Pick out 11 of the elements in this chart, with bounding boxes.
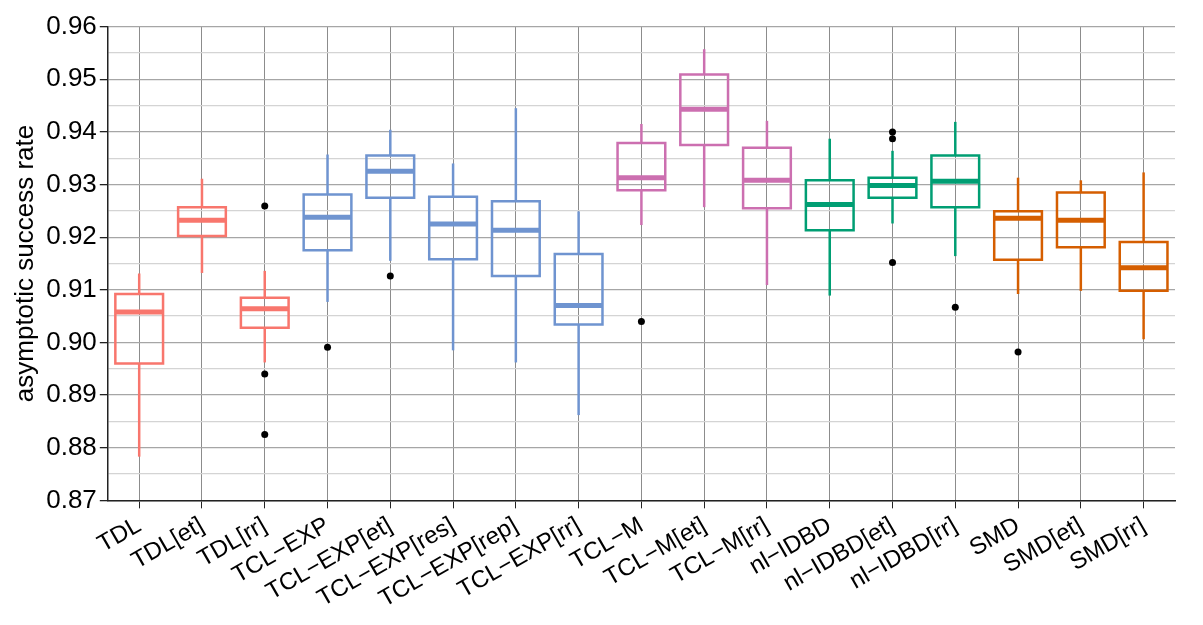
y-tick-label: 0.90: [46, 325, 97, 356]
y-tick-label: 0.95: [46, 62, 97, 93]
y-tick-label: 0.93: [46, 167, 97, 198]
y-tick-label: 0.88: [46, 430, 97, 461]
y-tick-label: 0.92: [46, 220, 97, 251]
y-tick-label: 0.91: [46, 272, 97, 303]
y-tick-label: 0.89: [46, 378, 97, 409]
y-axis-title: asymptotic success rate: [8, 124, 39, 403]
y-tick-label: 0.87: [46, 483, 97, 514]
y-tick-label: 0.96: [46, 9, 97, 40]
y-tick-label: 0.94: [46, 115, 97, 146]
